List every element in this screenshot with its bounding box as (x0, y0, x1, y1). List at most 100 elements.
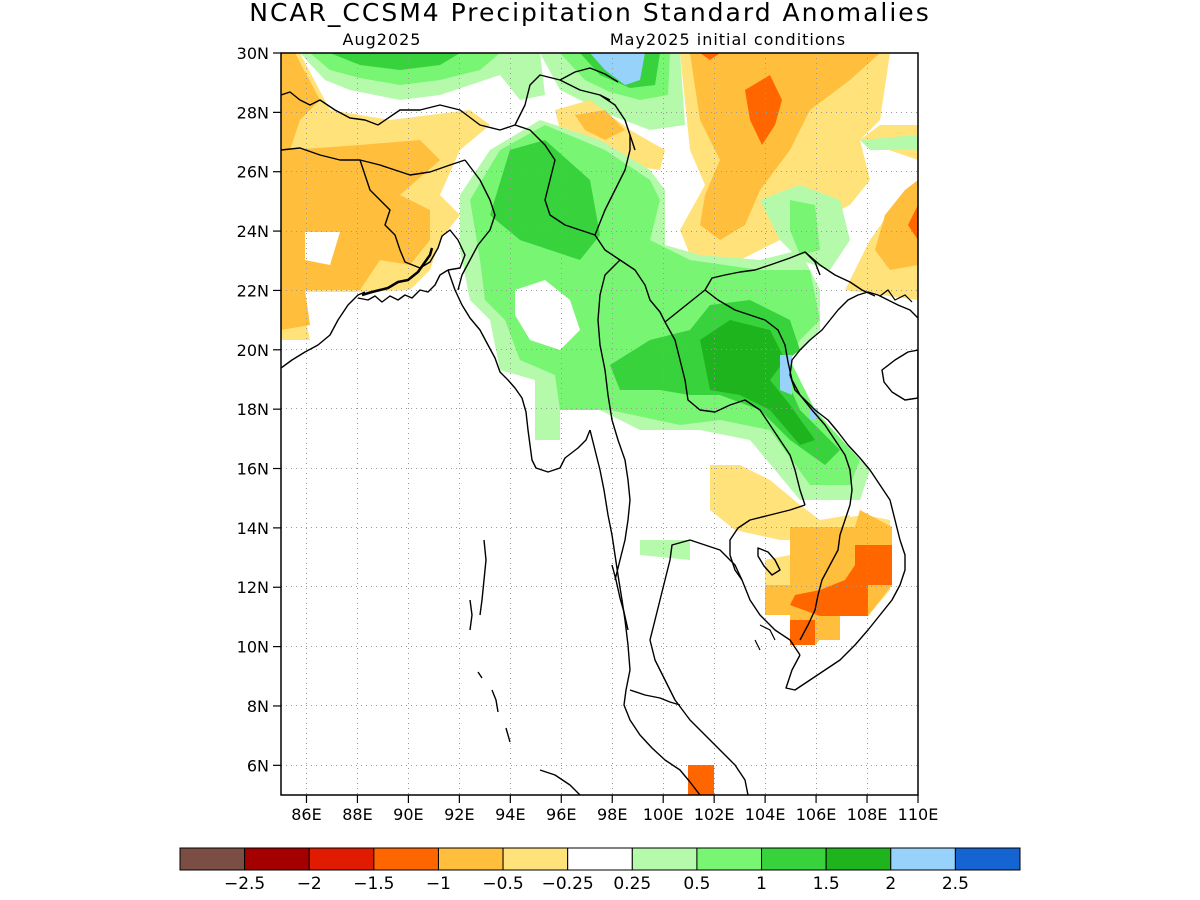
graticule (281, 53, 918, 795)
lat-label: 8N (247, 697, 269, 716)
lat-label: 28N (237, 103, 269, 122)
coast-bangladesh-delta (361, 247, 434, 297)
lat-label: 6N (247, 756, 269, 775)
anomaly-cambodia-dry-medium-bottom (815, 616, 840, 640)
border-myanmar-thailand (594, 234, 666, 323)
lon-label: 98E (597, 805, 627, 824)
colorbar-swatch (308, 847, 375, 871)
border-india-myanmar (457, 159, 496, 291)
map-frame (280, 52, 919, 796)
lon-label: 88E (342, 805, 372, 824)
lon-label: 106E (796, 805, 837, 824)
coast-malay-west (623, 669, 701, 795)
anomaly-cambodia-dry-orange-small (790, 620, 815, 645)
anomaly-cambodia-dry-orange (790, 545, 892, 616)
anomaly-northeast-dry-medium (690, 53, 880, 240)
lon-label: 100E (643, 805, 684, 824)
colorbar-swatch (373, 847, 439, 871)
border-china-top (559, 67, 619, 83)
coast-myanmar-south (589, 429, 631, 671)
border-myanmar-thailand-west (597, 259, 631, 581)
colorbar-swatch (890, 847, 956, 871)
colorbar-swatch (761, 847, 827, 871)
lat-label: 26N (237, 163, 269, 182)
coast-india-east (281, 291, 366, 369)
axis-ticks (273, 52, 919, 803)
coast-nicobar-2 (505, 727, 511, 743)
map-title: NCAR_CCSM4 Precipitation Standard Anomal… (249, 0, 930, 27)
latitude-labels: 6N 8N 10N 12N 14N 16N 18N 20N 22N 24N 26N 28N 30N (237, 44, 269, 775)
colorbar-swatch (437, 847, 504, 871)
anomaly-west-dry-white-hole (305, 232, 340, 265)
colorbar-swatch (825, 847, 892, 871)
anomaly-central-white-hole (515, 280, 580, 350)
colorbar-swatch (179, 847, 246, 871)
lon-label: 96E (546, 805, 576, 824)
anomaly-northeast-dry-orange-top (700, 53, 720, 60)
anomaly-malaysia-dry (688, 765, 714, 795)
colorbar-label: 0.5 (683, 874, 710, 894)
colorbar-label: 2.5 (942, 874, 969, 894)
longitude-labels: 86E 88E 90E 92E 94E 96E 98E 100E 102E 104E 106E 108… (291, 805, 938, 824)
lat-label: 12N (237, 578, 269, 597)
lon-label: 104E (745, 805, 786, 824)
coast-myanmar-west (447, 269, 591, 473)
border-cambodia-vietnam (799, 504, 851, 641)
colorbar-label: 1.5 (813, 874, 840, 894)
colorbar-label: −0.5 (482, 874, 523, 894)
colorbar-label: −0.25 (542, 874, 594, 894)
colorbar-label: −2.5 (224, 874, 265, 894)
colorbar-swatch (631, 847, 698, 871)
anomaly-thailand-dry-light (710, 465, 850, 540)
coast-hainan (881, 349, 918, 401)
colorbar-labels: −2.5 −2 −1.5 −1 −0.5 −0.25 0.25 0.5 1 1.5 2 2.5 (224, 874, 969, 894)
lat-label: 20N (237, 341, 269, 360)
anomaly-top-centre-wet-blue (590, 53, 645, 85)
lon-label: 94E (495, 805, 525, 824)
anomaly-shading (281, 53, 918, 795)
lon-label: 102E (694, 805, 735, 824)
coast-island-cambodia (759, 624, 776, 641)
coast-myeik-islands (611, 564, 629, 631)
colorbar-swatch (567, 847, 633, 871)
lake-tonle-sap (757, 547, 781, 576)
lat-label: 30N (237, 44, 269, 63)
border-nepal (281, 91, 379, 126)
colorbar-label: 1 (756, 874, 767, 894)
lon-label: 90E (393, 805, 423, 824)
coast-island-phu-quoc (754, 639, 761, 651)
colorbar-label: −1 (426, 874, 451, 894)
coast-andaman-1 (479, 539, 487, 616)
colorbar-swatch (696, 847, 763, 871)
colorbar-swatch (954, 847, 1021, 871)
map-area (281, 53, 918, 795)
lon-label: 92E (444, 805, 474, 824)
border-laos-thailand (664, 321, 806, 506)
border-bangladesh (359, 159, 466, 271)
anomaly-north-wet-strong (330, 53, 460, 70)
lat-label: 18N (237, 400, 269, 419)
anomaly-central-wet-deep-laos (700, 320, 815, 445)
border-thailand-malaysia (629, 689, 681, 706)
colorbar (179, 847, 1021, 871)
coast-gulf-thailand (664, 539, 801, 656)
border-china-sichuan (599, 94, 636, 151)
anomaly-top-right-wet (860, 135, 918, 150)
lat-label: 24N (237, 222, 269, 241)
colorbar-label: −1.5 (353, 874, 394, 894)
lon-label: 86E (291, 805, 321, 824)
coastlines (281, 247, 918, 795)
coast-vietnam-south (785, 539, 906, 691)
anomaly-far-east-dry (875, 180, 918, 270)
subtitle-month: Aug2025 (343, 30, 422, 49)
coast-island-south-china (879, 289, 913, 303)
colorbar-swatch (502, 847, 569, 871)
border-laos-vietnam (704, 289, 853, 506)
country-borders (281, 67, 876, 706)
coast-islands (754, 289, 913, 651)
subtitle-init: May2025 initial conditions (610, 30, 846, 49)
anomaly-thailand-wet-small (640, 540, 690, 560)
lon-label: 110E (898, 805, 939, 824)
coast-vietnam-central (789, 319, 901, 541)
